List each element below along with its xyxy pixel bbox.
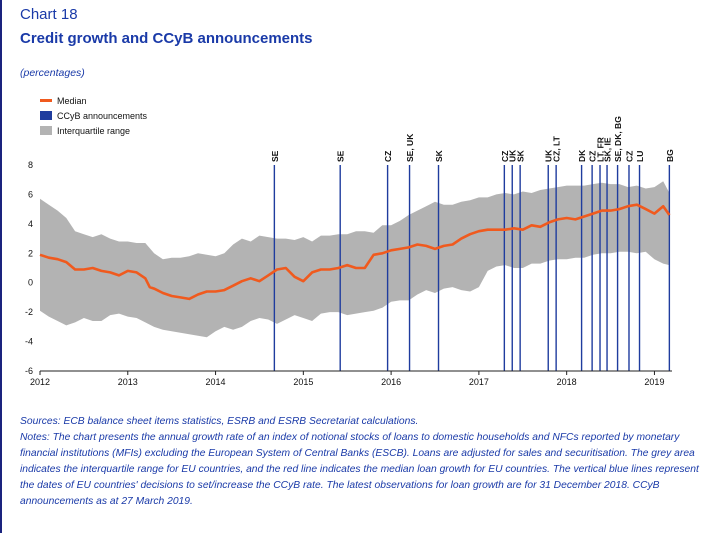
notes-block: Sources: ECB balance sheet items statist… bbox=[20, 414, 700, 510]
y-tick-label: 8 bbox=[28, 160, 33, 170]
x-tick-label: 2018 bbox=[557, 377, 577, 387]
left-frame-border bbox=[0, 0, 8, 533]
chart-subtitle: (percentages) bbox=[20, 67, 85, 79]
iqr-band-layer bbox=[40, 181, 670, 338]
ccyb-label: SE bbox=[336, 150, 346, 162]
ccyb-label: CZ, LT bbox=[552, 135, 562, 162]
chart-number: Chart 18 bbox=[20, 6, 78, 23]
notes-text: Notes: The chart presents the annual gro… bbox=[20, 432, 699, 507]
x-tick-label: 2013 bbox=[118, 377, 138, 387]
ccyb-label: BG bbox=[665, 149, 675, 162]
y-tick-label: 0 bbox=[28, 278, 33, 288]
ccyb-label: CZ bbox=[588, 151, 598, 162]
ccyb-label: LU bbox=[635, 151, 645, 162]
ccyb-label: CZ bbox=[383, 151, 393, 162]
x-tick-label: 2016 bbox=[381, 377, 401, 387]
median-line-layer bbox=[39, 203, 671, 301]
ccyb-label: UK bbox=[544, 149, 554, 162]
ccyb-label: SK bbox=[516, 149, 526, 162]
ccyb-label: SE, UK bbox=[405, 133, 415, 162]
legend: Median CCyB announcements Interquartile ra… bbox=[40, 96, 148, 136]
ccyb-label: DK bbox=[577, 149, 587, 162]
x-tick-label: 2015 bbox=[293, 377, 313, 387]
ccyb-label: SK bbox=[434, 149, 444, 162]
legend-swatch-median bbox=[40, 99, 52, 102]
y-tick-label: 6 bbox=[28, 189, 33, 199]
y-tick-label: 4 bbox=[28, 219, 33, 229]
median-line bbox=[39, 203, 671, 301]
x-tick-label: 2019 bbox=[644, 377, 664, 387]
legend-label: CCyB announcements bbox=[57, 111, 148, 121]
legend-swatch-ccyb bbox=[40, 111, 52, 120]
legend-swatch-iqr bbox=[40, 126, 52, 135]
y-tick-label: -6 bbox=[25, 366, 33, 376]
y-tick-label: -2 bbox=[25, 307, 33, 317]
legend-label: Interquartile range bbox=[57, 126, 130, 136]
x-tick-label: 2017 bbox=[469, 377, 489, 387]
ccyb-label: SE, DK, BG bbox=[613, 116, 623, 162]
legend-label: Median bbox=[57, 96, 87, 106]
ccyb-label: SK, IE bbox=[603, 137, 613, 162]
iqr-band bbox=[40, 181, 670, 338]
chart-title: Credit growth and CCyB announcements bbox=[20, 30, 313, 47]
y-tick-label: 2 bbox=[28, 248, 33, 258]
x-tick-label: 2014 bbox=[206, 377, 226, 387]
y-tick-label: -4 bbox=[25, 337, 33, 347]
ccyb-label: UK bbox=[508, 149, 518, 162]
x-tick-label: 2012 bbox=[30, 377, 50, 387]
ccyb-label: CZ bbox=[624, 151, 634, 162]
ccyb-label: SE bbox=[270, 150, 280, 162]
axes-layer: -6 -4 -2 0 2 4 6 8 2012 2013 2014 2015 2016 2017 2018 2… bbox=[25, 160, 672, 387]
ccyb-label: CZ bbox=[500, 151, 510, 162]
ccyb-label: LT, FR bbox=[596, 137, 606, 162]
sources-text: Sources: ECB balance sheet items statist… bbox=[20, 416, 419, 427]
